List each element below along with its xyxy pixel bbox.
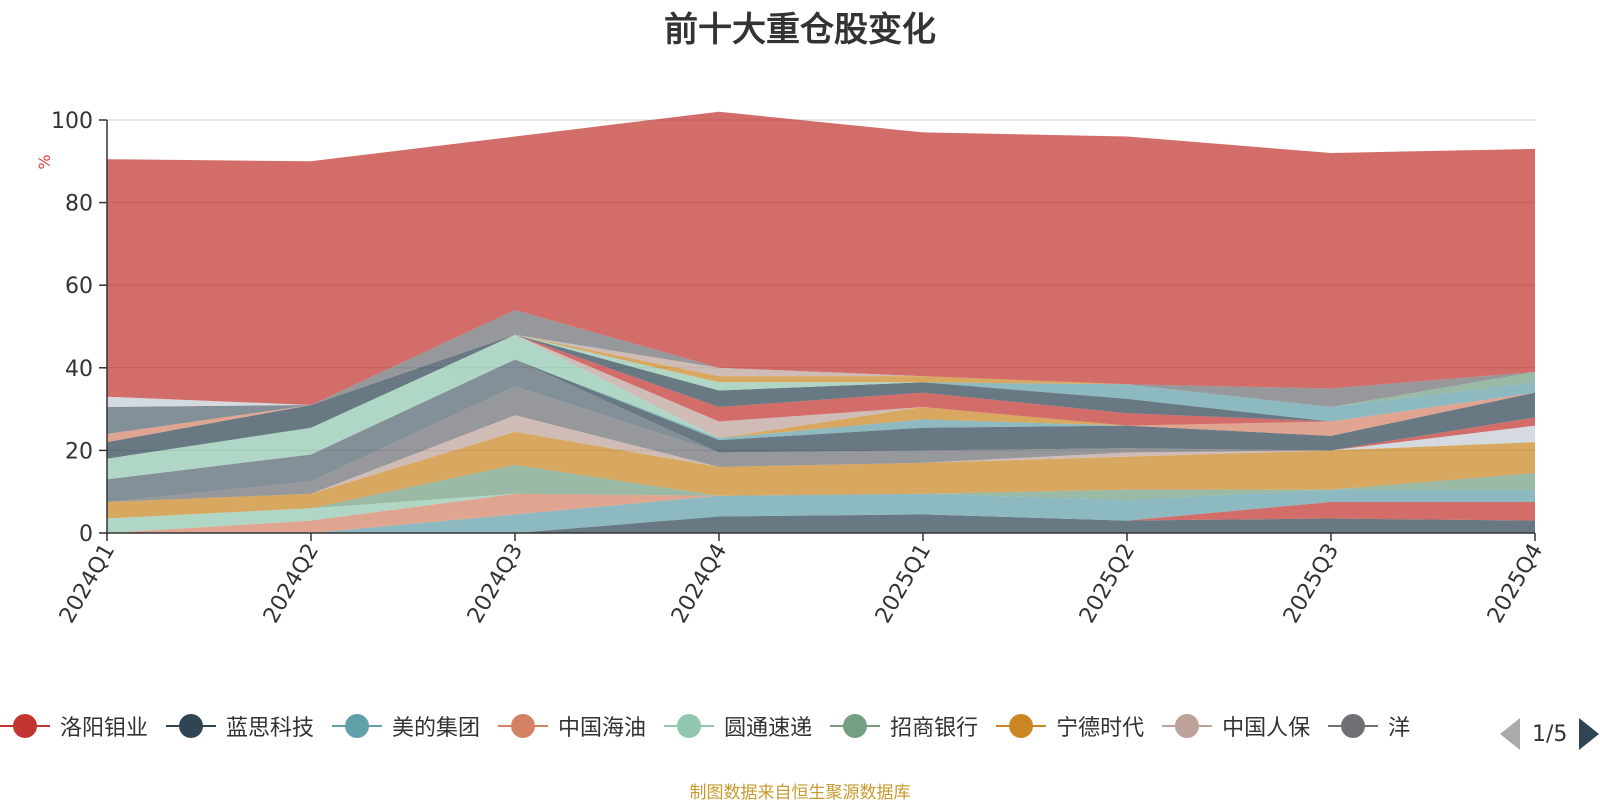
area-series-蓝思科技 — [107, 514, 1535, 533]
legend-prev-page-icon[interactable] — [1500, 718, 1520, 750]
legend-label: 宁德时代 — [1056, 716, 1145, 741]
legend-label: 洛阳钼业 — [60, 716, 149, 741]
x-tick-label: 2024Q1 — [55, 540, 120, 628]
area-series-紫金矿业 — [107, 359, 1535, 502]
area-series-宁德时代 — [107, 431, 1535, 519]
area-series-圆通速递 — [107, 489, 1535, 533]
y-tick-label: 80 — [65, 192, 93, 217]
legend-page-indicator: 1/5 — [1532, 721, 1568, 747]
area-series-牧原股份 — [107, 334, 1535, 434]
legend-item[interactable]: 中国人保 — [1162, 710, 1310, 742]
x-tick-label: 2024Q3 — [463, 540, 528, 628]
x-tick-label: 2025Q2 — [1075, 540, 1140, 628]
legend-marker-icon — [166, 713, 217, 739]
legend-marker-icon — [996, 713, 1047, 739]
legend-item[interactable]: 洋 — [1328, 710, 1410, 742]
legend-label: 圆通速递 — [724, 716, 813, 741]
y-tick-label: 40 — [65, 357, 93, 382]
y-axis-unit-label: % — [35, 154, 54, 169]
legend-label: 中国人保 — [1222, 716, 1311, 741]
area-series-迈瑞医疗 — [107, 111, 1535, 405]
legend-marker-icon — [1162, 713, 1213, 739]
y-tick-label: 0 — [79, 522, 93, 547]
area-series-东方财富 — [107, 310, 1535, 434]
legend-marker-icon — [332, 713, 383, 739]
legend-item[interactable]: 招商银行 — [830, 710, 978, 742]
series-areas — [107, 111, 1535, 533]
area-series-招商银行 — [107, 464, 1535, 519]
legend-item[interactable]: 洛阳钼业 — [0, 710, 148, 742]
legend-label: 招商银行 — [890, 716, 979, 741]
legend-item[interactable]: 中国海油 — [498, 710, 646, 742]
area-series-中国海油 — [107, 489, 1535, 533]
chart-title: 前十大重仓股变化 — [664, 10, 936, 50]
area-series-中芯国际 — [107, 334, 1535, 459]
legend-marker-icon — [664, 713, 715, 739]
legend-marker-icon — [0, 713, 50, 739]
y-tick-label: 20 — [65, 439, 93, 464]
legend-marker-icon — [498, 713, 549, 739]
chart-area: 0 20 40 60 80 100 2024Q1 2024Q2 2024Q3 2024Q4 2025… — [35, 109, 1548, 628]
legend-marker-icon — [1328, 713, 1379, 739]
legend-item[interactable]: 蓝思科技 — [166, 710, 314, 742]
y-tick-label: 60 — [65, 274, 93, 299]
legend-label: 蓝思科技 — [226, 716, 315, 741]
area-series-中国人保 — [107, 415, 1535, 502]
x-tick-label: 2024Q4 — [667, 540, 732, 628]
x-tick-label: 2025Q3 — [1279, 540, 1344, 628]
legend-pager: 1/5 — [1500, 716, 1600, 752]
legend-label: 中国海油 — [558, 716, 647, 741]
y-tick-label: 100 — [51, 109, 93, 134]
legend-item[interactable]: 宁德时代 — [996, 710, 1144, 742]
x-tick-label: 2025Q1 — [871, 540, 936, 628]
area-series-洛阳钼业 — [107, 502, 1535, 533]
legend-label: 洋 — [1388, 716, 1411, 741]
area-series-美的集团 — [107, 489, 1535, 533]
legend-marker-icon — [830, 713, 881, 739]
legend-label: 美的集团 — [392, 716, 481, 741]
area-series-顺丰控股 — [107, 334, 1535, 480]
legend-next-page-icon[interactable] — [1579, 718, 1600, 750]
area-series-长江电力 — [107, 386, 1535, 502]
legend: 洛阳钼业 蓝思科技 美的集团 中国海油 圆通速递 招商银行 宁德时代 中国人保 洋 — [0, 710, 1480, 758]
x-tick-label: 2024Q2 — [259, 540, 324, 628]
source-note: 制图数据来自恒生聚源数据库 — [689, 783, 911, 803]
x-tick-label: 2025Q4 — [1483, 540, 1548, 628]
legend-item[interactable]: 圆通速递 — [664, 710, 812, 742]
legend-item[interactable]: 美的集团 — [332, 710, 480, 742]
